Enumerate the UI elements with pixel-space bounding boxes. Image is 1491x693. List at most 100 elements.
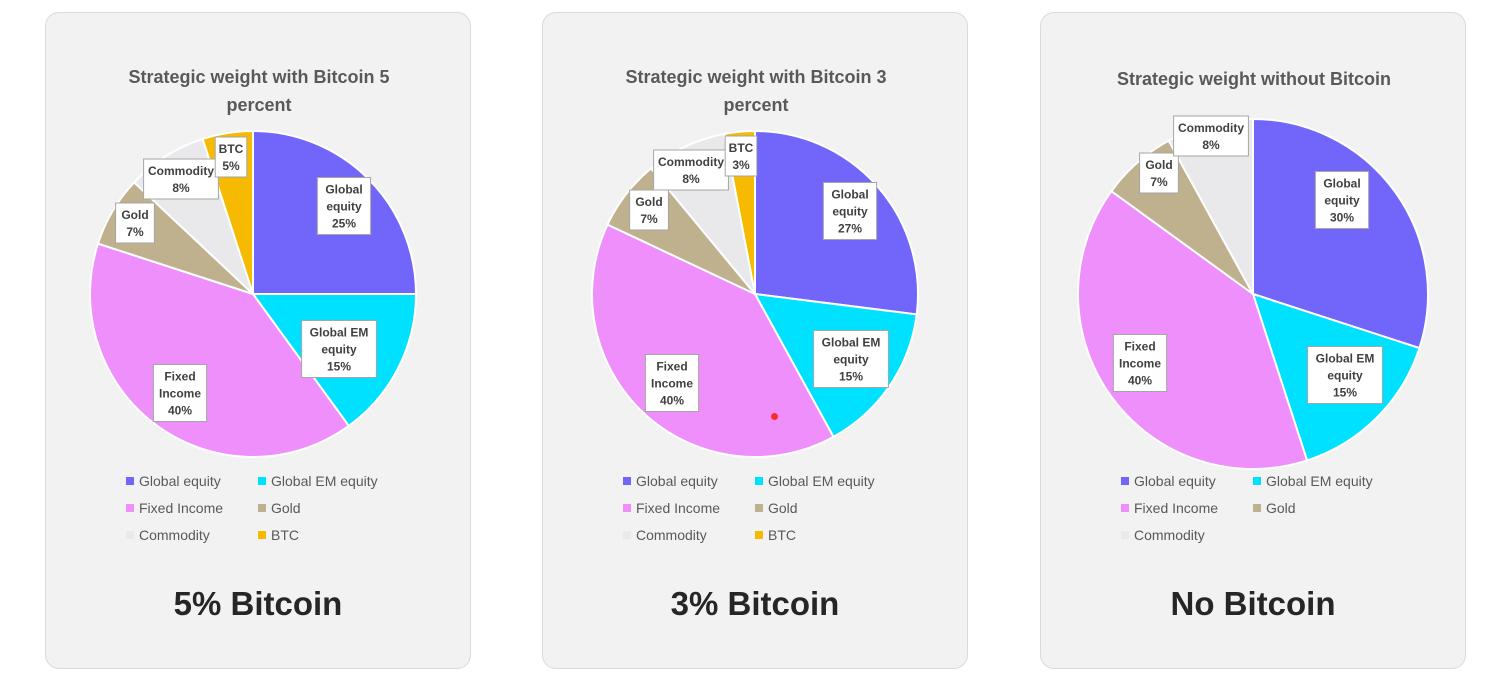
chart3-data-label-box-global-equity: [1314, 171, 1370, 229]
chart2-data-label-text-fixed-income-2: Income: [651, 377, 693, 391]
chart1-data-label-text-global-em-equity-3: 15%: [327, 360, 351, 374]
chart1-data-label-gold: Gold 7%: [115, 202, 155, 244]
chart3-legend-item-global-em-equity[interactable]: Global EM equity: [1253, 473, 1373, 489]
chart2-legend-swatch-global-equity: [623, 477, 631, 485]
chart1-data-label-box-btc: [214, 136, 248, 178]
chart2-data-label-btc: BTC 3%: [724, 135, 758, 177]
chart1-legend-item-global-em-equity[interactable]: Global EM equity: [258, 473, 378, 489]
chart1-data-label-text-fixed-income-1: Fixed: [164, 370, 195, 384]
chart2-data-label-global-equity: Global equity 27%: [822, 182, 878, 240]
chart3-data-label-text-commodity-1: Commodity: [1178, 121, 1244, 135]
chart2-legend-swatch-btc: [755, 531, 763, 539]
chart2-data-label-text-gold-1: Gold: [635, 195, 662, 209]
chart2-legend-item-global-em-equity[interactable]: Global EM equity: [755, 473, 875, 489]
chart-card-no-bitcoin: Strategic weight without Bitcoin Global eq…: [1040, 12, 1466, 669]
chart3-data-label-text-global-em-equity-1: Global EM: [1316, 352, 1375, 366]
chart2-legend-item-gold[interactable]: Gold: [755, 500, 798, 516]
chart1-data-label-box-commodity: [143, 158, 219, 200]
caption-3pct-bitcoin: 3% Bitcoin: [670, 585, 840, 622]
chart1-data-label-btc: BTC 5%: [214, 136, 248, 178]
chart3-data-label-global-em-equity: Global EM equity 15%: [1307, 346, 1383, 404]
chart1-legend-swatch-gold: [258, 504, 266, 512]
chart2-data-label-commodity: Commodity 8%: [653, 149, 729, 191]
chart2-data-label-text-global-em-equity-1: Global EM: [822, 336, 881, 350]
chart1-data-label-text-global-equity-1: Global: [325, 183, 362, 197]
chart1-legend-swatch-global-em-equity: [258, 477, 266, 485]
chart3-slice-global-equity[interactable]: [1252, 118, 1429, 350]
chart3-data-label-box-fixed-income: [1112, 334, 1168, 392]
chart3-data-label-text-fixed-income-3: 40%: [1128, 374, 1152, 388]
chart2-data-label-text-fixed-income-1: Fixed: [656, 360, 687, 374]
chart1-data-label-global-equity: Global equity 25%: [316, 177, 372, 235]
chart3-legend-swatch-gold: [1253, 504, 1261, 512]
chart3-data-label-text-gold-2: 7%: [1150, 175, 1168, 189]
chart2-data-label-box-global-equity: [822, 182, 878, 240]
chart2-data-label-box-global-em-equity: [813, 330, 889, 388]
chart3-legend-swatch-commodity: [1121, 531, 1129, 539]
chart2-data-label-text-global-equity-2: equity: [832, 205, 868, 219]
chart3-data-label-text-commodity-2: 8%: [1202, 138, 1220, 152]
chart2-data-label-text-commodity-2: 8%: [682, 172, 700, 186]
chart1-legend-item-btc[interactable]: BTC: [258, 527, 299, 543]
chart1-data-label-box-global-equity: [316, 177, 372, 235]
chart2-data-label-gold: Gold 7%: [629, 189, 669, 231]
chart3-title-line-1: Strategic weight without Bitcoin: [1117, 69, 1391, 89]
chart3-legend-item-commodity[interactable]: Commodity: [1121, 527, 1205, 543]
chart1-data-label-text-gold-2: 7%: [126, 225, 144, 239]
chart3-data-label-text-gold-1: Gold: [1145, 158, 1172, 172]
chart2-legend-item-commodity[interactable]: Commodity: [623, 527, 707, 543]
chart1-data-label-text-fixed-income-3: 40%: [168, 404, 192, 418]
chart1-legend-swatch-fixed-income: [126, 504, 134, 512]
chart2-title-line-2: percent: [723, 95, 788, 115]
chart2-legend-item-btc[interactable]: BTC: [755, 527, 796, 543]
chart2-data-label-box-fixed-income: [644, 354, 700, 412]
chart2-data-label-text-global-equity-3: 27%: [838, 222, 862, 236]
chart2-data-label-box-gold: [629, 189, 669, 231]
chart2-legend-swatch-global-em-equity: [755, 477, 763, 485]
chart2-data-label-text-global-em-equity-3: 15%: [839, 370, 863, 384]
chart2-data-label-global-em-equity: Global EM equity 15%: [813, 330, 889, 388]
chart1-data-label-box-global-em-equity: [301, 320, 377, 378]
chart3-legend-item-gold[interactable]: Gold: [1253, 500, 1296, 516]
chart1-legend-item-gold[interactable]: Gold: [258, 500, 301, 516]
chart2-data-label-text-gold-2: 7%: [640, 212, 658, 226]
chart2-title-line-1: Strategic weight with Bitcoin 3: [625, 67, 886, 87]
chart1-data-label-box-fixed-income: [152, 364, 208, 422]
chart1-legend-swatch-commodity: [126, 531, 134, 539]
chart2-legend-item-fixed-income[interactable]: Fixed Income: [623, 500, 720, 516]
chart1-legend-item-fixed-income[interactable]: Fixed Income: [126, 500, 223, 516]
chart2-data-label-box-commodity: [653, 149, 729, 191]
chart2-data-label-text-btc-2: 3%: [732, 158, 750, 172]
chart3-data-label-commodity: Commodity 8%: [1173, 115, 1249, 157]
chart1-legend-swatch-global-equity: [126, 477, 134, 485]
chart3-legend-label-commodity: Commodity: [1134, 527, 1205, 543]
chart1-data-label-text-global-equity-2: equity: [326, 200, 362, 214]
chart1-data-label-text-commodity-1: Commodity: [148, 164, 214, 178]
chart3-slice-fixed-income[interactable]: [1077, 190, 1309, 470]
chart1-data-label-text-global-em-equity-2: equity: [321, 343, 357, 357]
chart1-title-line-1: Strategic weight with Bitcoin 5: [128, 67, 389, 87]
chart2-legend-swatch-fixed-income: [623, 504, 631, 512]
chart2-legend-label-btc: BTC: [768, 527, 796, 543]
chart3-data-label-box-commodity: [1173, 115, 1249, 157]
chart2-legend-label-gold: Gold: [768, 500, 798, 516]
chart3-data-label-text-fixed-income-1: Fixed: [1124, 340, 1155, 354]
chart1-data-label-commodity: Commodity 8%: [143, 158, 219, 200]
pie-chart-3pct: Strategic weight with Bitcoin 3 percent Gl…: [591, 67, 919, 543]
chart2-legend-label-global-em-equity: Global EM equity: [768, 473, 875, 489]
chart3-data-label-text-global-equity-2: equity: [1324, 194, 1360, 208]
chart3-legend-item-fixed-income[interactable]: Fixed Income: [1121, 500, 1218, 516]
red-dot-marker: [771, 413, 778, 420]
caption-5pct-bitcoin: 5% Bitcoin: [173, 585, 343, 622]
chart-card-3pct-bitcoin: Strategic weight with Bitcoin 3 percent Gl…: [542, 12, 968, 669]
chart1-data-label-text-commodity-2: 8%: [172, 181, 190, 195]
chart2-legend-label-global-equity: Global equity: [636, 473, 718, 489]
chart2-data-label-box-btc: [724, 135, 758, 177]
chart1-legend-item-commodity[interactable]: Commodity: [126, 527, 210, 543]
chart2-legend-item-global-equity[interactable]: Global equity: [623, 473, 718, 489]
chart3-legend-item-global-equity[interactable]: Global equity: [1121, 473, 1216, 489]
pie-chart-no-bitcoin: Strategic weight without Bitcoin Global eq…: [1077, 69, 1429, 543]
chart3-data-label-text-global-em-equity-3: 15%: [1333, 386, 1357, 400]
chart1-legend-item-global-equity[interactable]: Global equity: [126, 473, 221, 489]
chart2-data-label-text-global-em-equity-2: equity: [833, 353, 869, 367]
